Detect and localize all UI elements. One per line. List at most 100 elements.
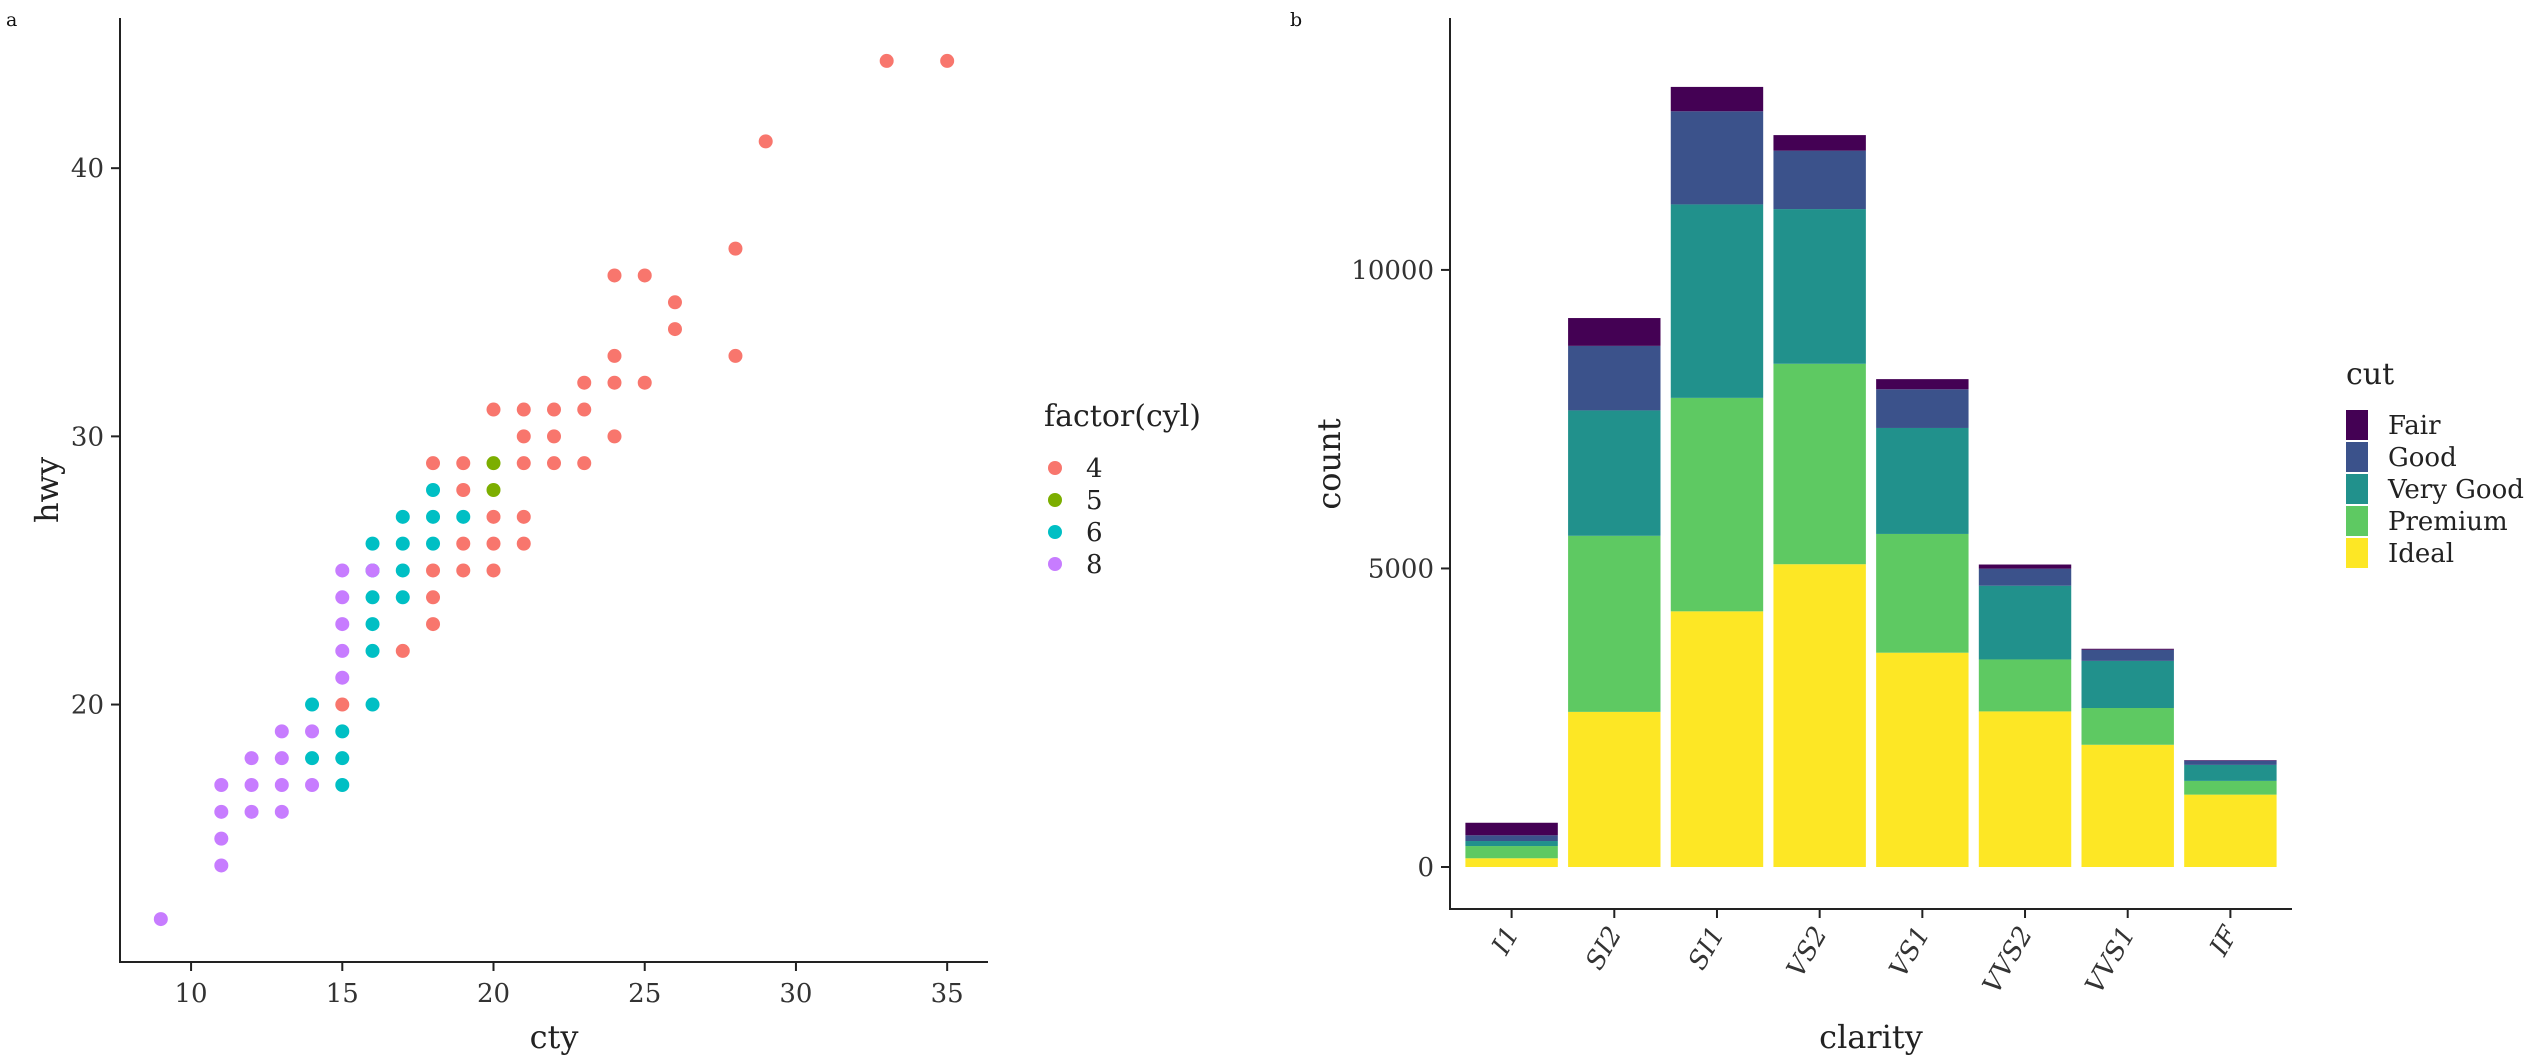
bar-panel: b I1 SI2 SI1 VS2 VS1 VVS2 VVS1 IF 0 5000 10000 cl… xyxy=(1290,9,2524,1056)
scatter-points xyxy=(153,53,955,927)
point-cyl-4 xyxy=(637,268,652,283)
bar-SI2-very-good xyxy=(1568,410,1661,536)
point-cyl-8 xyxy=(214,778,229,792)
point-cyl-8 xyxy=(274,751,289,766)
bar-SI1-premium xyxy=(1670,397,1764,612)
point-cyl-6 xyxy=(395,536,410,551)
point-cyl-8 xyxy=(335,590,350,605)
y-tick-label: 20 xyxy=(71,691,104,721)
x-axis-ticks: I1 SI2 SI1 VS2 VS1 VVS2 VVS1 IF xyxy=(1486,909,2245,999)
bar-VVS2-good xyxy=(1978,568,2072,586)
bar-I1-ideal xyxy=(1465,858,1558,867)
x-tick-label: IF xyxy=(2204,921,2245,962)
legend-key-very-good xyxy=(2346,474,2368,504)
point-cyl-8 xyxy=(244,778,259,792)
point-cyl-4 xyxy=(728,348,743,363)
point-cyl-8 xyxy=(274,778,289,792)
y-axis-ticks: 0 5000 10000 xyxy=(1351,256,1450,883)
bar-VVS1-very-good xyxy=(2081,660,2174,708)
point-cyl-6 xyxy=(335,724,350,739)
bar-VS1-good xyxy=(1876,389,1969,428)
bar-SI1-ideal xyxy=(1670,611,1764,867)
point-cyl-4 xyxy=(728,241,743,256)
bar-IF-ideal xyxy=(2184,794,2277,867)
point-cyl-6 xyxy=(365,643,380,658)
legend-label-fair: Fair xyxy=(2388,411,2441,441)
point-cyl-4 xyxy=(758,134,773,149)
bar-I1-fair xyxy=(1465,822,1558,836)
point-cyl-4 xyxy=(667,322,682,337)
point-cyl-4 xyxy=(547,402,561,417)
point-cyl-6 xyxy=(395,563,410,578)
point-cyl-4 xyxy=(426,456,441,471)
x-axis-title: cty xyxy=(530,1018,579,1056)
bar-VVS1-good xyxy=(2081,649,2174,661)
x-tick-label: 10 xyxy=(175,979,208,1009)
legend-label-good: Good xyxy=(2388,443,2457,473)
y-tick-label: 0 xyxy=(1417,853,1434,883)
point-cyl-4 xyxy=(486,509,501,524)
point-cyl-4 xyxy=(607,429,622,444)
x-tick-label: VS2 xyxy=(1781,922,1834,983)
point-cyl-4 xyxy=(516,456,531,471)
legend-key-ideal xyxy=(2346,538,2368,568)
bar-VS1-very-good xyxy=(1876,427,1969,534)
point-cyl-6 xyxy=(335,751,350,766)
x-tick-label: 35 xyxy=(931,979,964,1009)
point-cyl-4 xyxy=(547,456,561,471)
point-cyl-6 xyxy=(365,617,380,632)
point-cyl-4 xyxy=(516,429,531,444)
point-cyl-8 xyxy=(274,724,289,739)
point-cyl-8 xyxy=(305,778,320,792)
point-cyl-8 xyxy=(244,751,259,766)
legend-label-6: 6 xyxy=(1086,518,1103,548)
bar-VVS2-fair xyxy=(1978,564,2072,569)
bar-VS2-very-good xyxy=(1773,209,1866,364)
legend-key-5 xyxy=(1048,493,1062,507)
point-cyl-4 xyxy=(577,456,592,471)
point-cyl-4 xyxy=(607,268,622,283)
point-cyl-6 xyxy=(456,509,471,524)
point-cyl-5 xyxy=(486,483,501,497)
x-tick-label: VVS2 xyxy=(1977,922,2039,999)
point-cyl-6 xyxy=(395,590,410,605)
legend-label-8: 8 xyxy=(1086,550,1103,580)
point-cyl-6 xyxy=(305,751,320,766)
point-cyl-6 xyxy=(365,590,380,605)
point-cyl-4 xyxy=(667,295,682,310)
bar-SI1-good xyxy=(1670,111,1764,205)
point-cyl-4 xyxy=(456,483,471,497)
point-cyl-4 xyxy=(547,429,561,444)
bar-VS2-fair xyxy=(1773,135,1866,151)
bar-VS1-premium xyxy=(1876,533,1969,653)
point-cyl-4 xyxy=(516,536,531,551)
legend-title: cut xyxy=(2346,357,2394,392)
legend-key-4 xyxy=(1048,461,1062,475)
point-cyl-4 xyxy=(607,348,622,363)
x-axis-title: clarity xyxy=(1819,1018,1923,1056)
panel-tag-a: a xyxy=(6,9,17,31)
x-tick-label: VS1 xyxy=(1884,922,1937,983)
bar-VVS2-ideal xyxy=(1978,711,2072,867)
point-cyl-6 xyxy=(365,697,380,712)
bar-IF-premium xyxy=(2184,780,2277,795)
point-cyl-4 xyxy=(456,563,471,578)
point-cyl-4 xyxy=(486,402,501,417)
point-cyl-4 xyxy=(395,643,410,658)
bar-VS2-premium xyxy=(1773,363,1866,565)
point-cyl-4 xyxy=(426,563,441,578)
legend-title: factor(cyl) xyxy=(1044,399,1201,434)
x-tick-label: VVS1 xyxy=(2080,922,2142,999)
bar-VS2-ideal xyxy=(1773,564,1866,867)
point-cyl-8 xyxy=(274,804,289,819)
y-tick-label: 30 xyxy=(71,422,104,452)
x-tick-label: 25 xyxy=(628,979,661,1009)
point-cyl-8 xyxy=(244,804,259,819)
x-tick-label: SI1 xyxy=(1683,922,1731,976)
y-tick-label: 40 xyxy=(71,154,104,184)
point-cyl-6 xyxy=(305,697,320,712)
